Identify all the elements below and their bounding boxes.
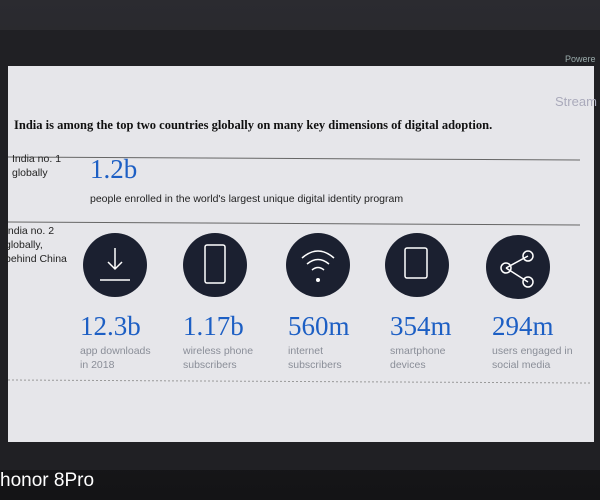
- phone-icon: [204, 244, 226, 284]
- divider: [7, 379, 591, 384]
- icon-circle: [286, 233, 350, 297]
- stat-value: 12.3b: [80, 311, 141, 341]
- stat-value: 294m: [492, 311, 554, 341]
- smartphone-icon: [404, 247, 428, 279]
- stat-caption: users engaged in: [492, 345, 573, 357]
- rank-label: India no. 2: [5, 225, 54, 237]
- stat-row: 12.3b app downloads in 2018 1.17b wireless p…: [80, 311, 573, 371]
- rank-label: globally: [12, 167, 48, 179]
- stat-caption: devices: [390, 359, 426, 371]
- stat-caption: wireless phone: [182, 345, 253, 357]
- wifi-icon: [301, 250, 335, 271]
- rank-label: behind China: [5, 253, 67, 265]
- share-node: [500, 262, 512, 274]
- stat-value: 560m: [288, 311, 350, 341]
- rank-label: India no. 1: [12, 153, 61, 165]
- stat-value: 1.2b: [90, 154, 137, 184]
- wifi-dot: [316, 278, 320, 282]
- share-node: [522, 250, 534, 262]
- stat-value: 354m: [390, 311, 452, 341]
- divider: [7, 221, 581, 226]
- stat-caption: people enrolled in the world's largest u…: [90, 193, 403, 205]
- icons: [83, 233, 550, 299]
- corner-text: Powere: [565, 54, 596, 64]
- icon-circle: [385, 233, 449, 297]
- stat-caption: subscribers: [183, 359, 237, 371]
- stat-caption: social media: [492, 359, 551, 371]
- slide-title: India is among the top two countries glo…: [14, 118, 492, 132]
- stat-value: 1.17b: [183, 311, 244, 341]
- stat-caption: app downloads: [80, 345, 151, 357]
- icon-circle: [486, 235, 550, 299]
- divider: [7, 156, 581, 161]
- icon-circle: [183, 233, 247, 297]
- stat-caption: smartphone: [390, 345, 446, 357]
- stat-caption: subscribers: [288, 359, 342, 371]
- download-icon: [100, 248, 130, 281]
- watermark: honor 8Pro: [0, 470, 94, 491]
- stat-caption: in 2018: [80, 359, 115, 371]
- share-node: [522, 276, 534, 288]
- rank-label: globally,: [5, 239, 43, 251]
- corner-text: Stream: [555, 94, 597, 109]
- stat-caption: internet: [288, 345, 323, 357]
